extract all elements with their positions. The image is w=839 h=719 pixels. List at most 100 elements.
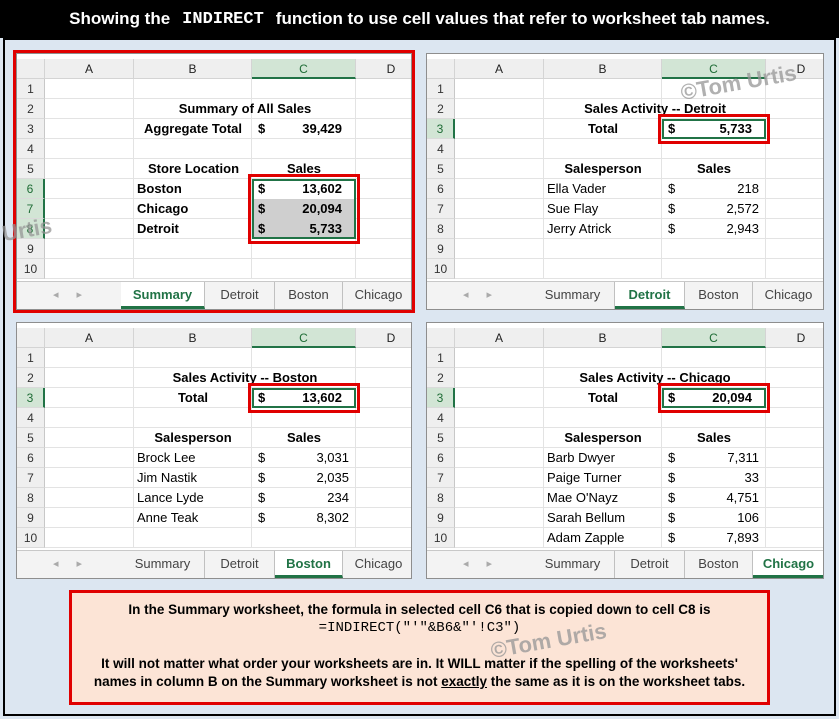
dollar-sign[interactable]: $ bbox=[258, 450, 266, 465]
salesperson-sales[interactable]: 8,302 bbox=[316, 510, 349, 525]
select-all-corner[interactable] bbox=[427, 328, 455, 348]
store-name[interactable]: Boston bbox=[137, 181, 182, 196]
sheet-title[interactable]: Sales Activity -- Detroit bbox=[584, 101, 726, 116]
dollar-sign[interactable]: $ bbox=[258, 390, 266, 405]
column-header-b[interactable]: B bbox=[544, 328, 662, 348]
active-cell-c3[interactable] bbox=[662, 119, 766, 139]
row-header-2[interactable]: 2 bbox=[427, 99, 455, 119]
row-header-7[interactable]: 7 bbox=[427, 468, 455, 488]
salesperson-name[interactable]: Paige Turner bbox=[547, 470, 622, 485]
salesperson-sales[interactable]: 33 bbox=[744, 470, 759, 485]
tab-chicago[interactable]: Chicago bbox=[343, 282, 411, 309]
dollar-sign[interactable]: $ bbox=[668, 201, 676, 216]
dollar-sign[interactable]: $ bbox=[668, 121, 676, 136]
salesperson-sales[interactable]: 2,035 bbox=[316, 470, 349, 485]
row-header-1[interactable]: 1 bbox=[427, 79, 455, 99]
salesperson-header[interactable]: Salesperson bbox=[564, 161, 642, 176]
column-header-b[interactable]: B bbox=[544, 59, 662, 79]
salesperson-sales[interactable]: 4,751 bbox=[726, 490, 759, 505]
tab-boston[interactable]: Boston bbox=[275, 282, 343, 309]
row-header-7[interactable]: 7 bbox=[427, 199, 455, 219]
total-value[interactable]: 5,733 bbox=[719, 121, 752, 136]
salesperson-name[interactable]: Mae O'Nayz bbox=[547, 490, 619, 505]
salesperson-name[interactable]: Barb Dwyer bbox=[547, 450, 615, 465]
column-header-d[interactable]: D bbox=[356, 328, 411, 348]
row-header-4[interactable]: 4 bbox=[17, 139, 45, 159]
dollar-sign[interactable]: $ bbox=[258, 121, 266, 136]
row-header-9[interactable]: 9 bbox=[427, 508, 455, 528]
salesperson-name[interactable]: Brock Lee bbox=[137, 450, 196, 465]
salesperson-name[interactable]: Sarah Bellum bbox=[547, 510, 626, 525]
row-header-7[interactable]: 7 bbox=[17, 468, 45, 488]
row-header-10[interactable]: 10 bbox=[427, 259, 455, 279]
active-cell-c3[interactable] bbox=[252, 388, 356, 408]
column-header-c[interactable]: C bbox=[662, 59, 766, 79]
column-header-c[interactable]: C bbox=[252, 328, 356, 348]
salesperson-name[interactable]: Anne Teak bbox=[137, 510, 199, 525]
store-sales-value[interactable]: 20,094 bbox=[302, 201, 342, 216]
row-header-6[interactable]: 6 bbox=[427, 448, 455, 468]
tab-detroit[interactable]: Detroit bbox=[615, 282, 685, 309]
tab-detroit[interactable]: Detroit bbox=[615, 551, 685, 578]
dollar-sign[interactable]: $ bbox=[668, 390, 676, 405]
dollar-sign[interactable]: $ bbox=[258, 221, 266, 236]
tab-scroll-arrows[interactable]: ◂▸ bbox=[53, 289, 101, 301]
total-label[interactable]: Total bbox=[177, 390, 209, 405]
column-header-d[interactable]: D bbox=[766, 328, 823, 348]
tab-scroll-arrows[interactable]: ◂▸ bbox=[463, 289, 511, 301]
sales-header[interactable]: Sales bbox=[287, 161, 321, 176]
column-header-a[interactable]: A bbox=[45, 59, 134, 79]
store-sales-value[interactable]: 5,733 bbox=[309, 221, 342, 236]
aggregate-total-value[interactable]: 39,429 bbox=[302, 121, 342, 136]
tab-boston[interactable]: Boston bbox=[275, 551, 343, 578]
salesperson-sales[interactable]: 3,031 bbox=[316, 450, 349, 465]
dollar-sign[interactable]: $ bbox=[668, 181, 676, 196]
row-header-1[interactable]: 1 bbox=[17, 348, 45, 368]
total-label[interactable]: Total bbox=[587, 390, 619, 405]
dollar-sign[interactable]: $ bbox=[258, 181, 266, 196]
row-header-9[interactable]: 9 bbox=[17, 239, 45, 259]
salesperson-sales[interactable]: 7,893 bbox=[726, 530, 759, 545]
row-header-8[interactable]: 8 bbox=[17, 488, 45, 508]
store-sales-value[interactable]: 13,602 bbox=[302, 181, 342, 196]
store-name[interactable]: Detroit bbox=[137, 221, 179, 236]
row-header-4[interactable]: 4 bbox=[427, 139, 455, 159]
dollar-sign[interactable]: $ bbox=[258, 470, 266, 485]
row-header-5[interactable]: 5 bbox=[427, 159, 455, 179]
salesperson-sales[interactable]: 2,943 bbox=[726, 221, 759, 236]
column-header-c[interactable]: C bbox=[662, 328, 766, 348]
salesperson-header[interactable]: Salesperson bbox=[564, 430, 642, 445]
tab-scroll-arrows[interactable]: ◂▸ bbox=[53, 558, 101, 570]
row-header-9[interactable]: 9 bbox=[17, 508, 45, 528]
salesperson-sales[interactable]: 106 bbox=[737, 510, 759, 525]
tab-detroit[interactable]: Detroit bbox=[205, 282, 275, 309]
row-header-3[interactable]: 3 bbox=[427, 119, 455, 139]
store-name[interactable]: Chicago bbox=[137, 201, 189, 216]
row-header-3[interactable]: 3 bbox=[17, 119, 45, 139]
sales-header[interactable]: Sales bbox=[697, 430, 731, 445]
row-header-2[interactable]: 2 bbox=[17, 99, 45, 119]
row-header-10[interactable]: 10 bbox=[17, 259, 45, 279]
row-header-7[interactable]: 7 bbox=[17, 199, 45, 219]
aggregate-total-label[interactable]: Aggregate Total bbox=[144, 121, 242, 136]
sheet-title[interactable]: Sales Activity -- Chicago bbox=[579, 370, 731, 385]
dollar-sign[interactable]: $ bbox=[258, 201, 266, 216]
salesperson-name[interactable]: Sue Flay bbox=[547, 201, 599, 216]
salesperson-name[interactable]: Lance Lyde bbox=[137, 490, 204, 505]
salesperson-name[interactable]: Adam Zapple bbox=[547, 530, 625, 545]
tab-chicago[interactable]: Chicago bbox=[343, 551, 411, 578]
row-header-8[interactable]: 8 bbox=[427, 219, 455, 239]
column-header-a[interactable]: A bbox=[455, 328, 544, 348]
row-header-3[interactable]: 3 bbox=[427, 388, 455, 408]
row-header-10[interactable]: 10 bbox=[427, 528, 455, 548]
tab-boston[interactable]: Boston bbox=[685, 282, 753, 309]
row-header-9[interactable]: 9 bbox=[427, 239, 455, 259]
select-all-corner[interactable] bbox=[17, 328, 45, 348]
dollar-sign[interactable]: $ bbox=[258, 510, 266, 525]
salesperson-name[interactable]: Jerry Atrick bbox=[547, 221, 612, 236]
dollar-sign[interactable]: $ bbox=[668, 530, 676, 545]
row-header-5[interactable]: 5 bbox=[17, 159, 45, 179]
salesperson-sales[interactable]: 7,311 bbox=[727, 450, 759, 465]
tab-scroll-arrows[interactable]: ◂▸ bbox=[463, 558, 511, 570]
salesperson-sales[interactable]: 218 bbox=[737, 181, 759, 196]
